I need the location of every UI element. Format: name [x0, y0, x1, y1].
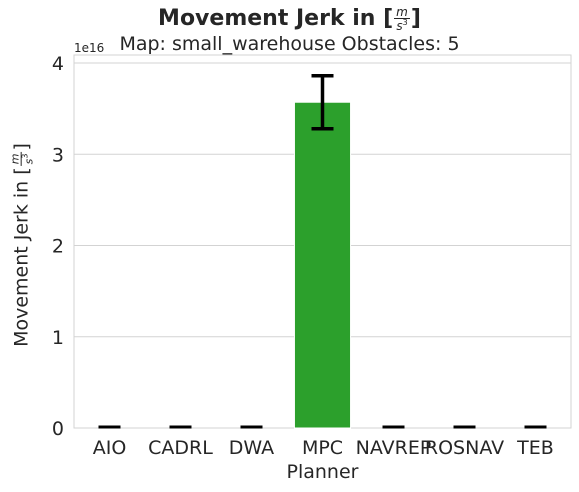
x-tick-label: CADRL — [148, 437, 213, 459]
y-axis-multiplier: 1e16 — [74, 41, 105, 55]
x-tick-label: AIO — [93, 437, 127, 459]
y-tick-label: 3 — [52, 144, 64, 166]
x-tick-label: NAVREP — [356, 437, 432, 459]
chart-subtitle: Map: small_warehouse Obstacles: 5 — [119, 33, 460, 55]
x-axis-label: Planner — [286, 461, 359, 483]
bar-mpc — [293, 101, 352, 429]
y-tick-label: 2 — [52, 236, 64, 258]
y-tick-label: 1 — [52, 327, 64, 349]
x-tick-label: TEB — [516, 437, 554, 459]
y-axis-label: Movement Jerk in [m s3] — [8, 143, 36, 347]
chart-title: Movement Jerk in [m s3] — [158, 5, 421, 33]
x-tick-label: DWA — [229, 437, 274, 459]
x-tick-label: MPC — [302, 437, 343, 459]
y-tick-label: 0 — [52, 418, 64, 440]
title-unit-fraction: m s3 — [394, 5, 410, 33]
x-tick-label: ROSNAV — [425, 437, 504, 459]
y-tick-label: 4 — [52, 53, 64, 75]
ylabel-unit-fraction: m s3 — [8, 151, 36, 167]
